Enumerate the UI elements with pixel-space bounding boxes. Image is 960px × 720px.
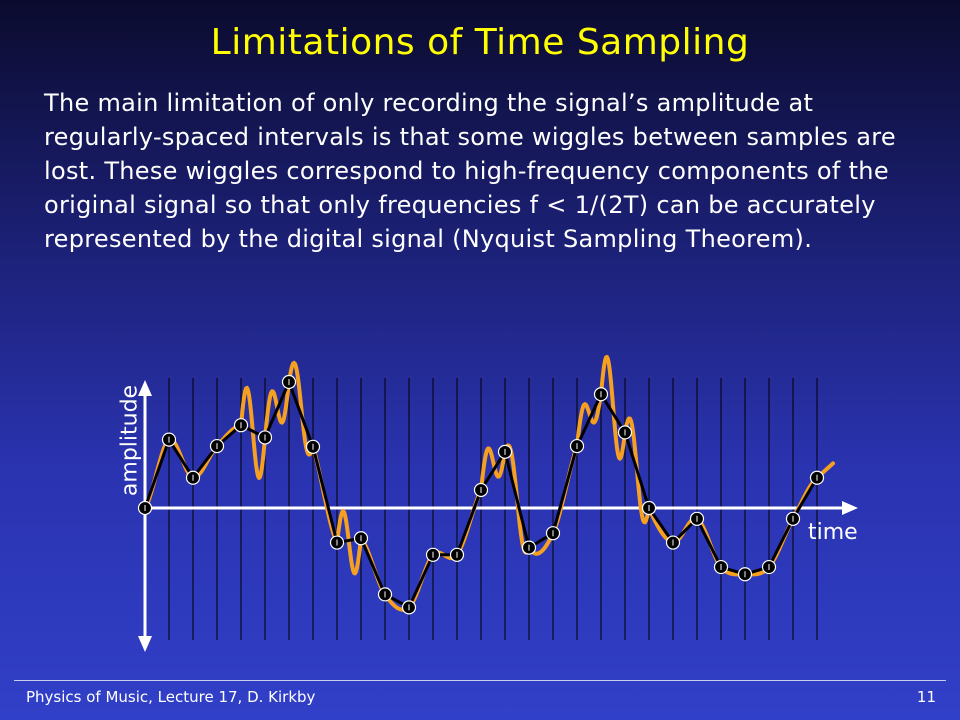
sample-point bbox=[377, 587, 393, 602]
sample-point bbox=[329, 535, 345, 550]
footer-credit: Physics of Music, Lecture 17, D. Kirkby bbox=[26, 688, 316, 706]
sample-point bbox=[521, 540, 537, 555]
sample-point bbox=[137, 500, 153, 516]
sample-point bbox=[353, 531, 369, 546]
x-axis-label: time bbox=[808, 520, 858, 545]
sample-point bbox=[665, 535, 681, 550]
sample-point bbox=[281, 374, 297, 390]
sample-point bbox=[425, 547, 441, 562]
sample-point bbox=[233, 418, 249, 433]
axes bbox=[138, 380, 858, 652]
slide-title: Limitations of Time Sampling bbox=[210, 22, 750, 63]
sample-point bbox=[305, 439, 321, 454]
sample-point bbox=[473, 482, 489, 498]
y-axis-arrow-up bbox=[138, 380, 152, 396]
footer-divider bbox=[14, 680, 946, 681]
sample-point bbox=[593, 387, 609, 402]
y-axis-label: amplitude bbox=[117, 384, 143, 497]
x-axis-arrow bbox=[842, 501, 858, 515]
sample-point bbox=[617, 425, 633, 440]
sample-point bbox=[689, 511, 705, 526]
original-signal-curve bbox=[143, 355, 835, 612]
sample-point bbox=[545, 526, 561, 541]
page-number: 11 bbox=[916, 688, 936, 706]
sample-point bbox=[569, 438, 585, 454]
sample-point bbox=[737, 567, 753, 582]
sample-point bbox=[161, 432, 177, 447]
sample-point bbox=[713, 559, 729, 575]
sample-point bbox=[641, 500, 657, 516]
sample-point bbox=[497, 444, 513, 459]
sample-point bbox=[449, 547, 465, 562]
sample-point bbox=[761, 559, 777, 575]
sample-point bbox=[401, 600, 417, 615]
sample-point bbox=[209, 438, 225, 454]
sample-point bbox=[785, 511, 801, 526]
sample-point bbox=[257, 430, 273, 445]
sample-points bbox=[137, 374, 825, 615]
sample-point bbox=[185, 470, 201, 485]
body-paragraph: The main limitation of only recording th… bbox=[44, 89, 896, 253]
sample-point bbox=[809, 470, 825, 485]
y-axis-arrow-down bbox=[138, 636, 152, 652]
